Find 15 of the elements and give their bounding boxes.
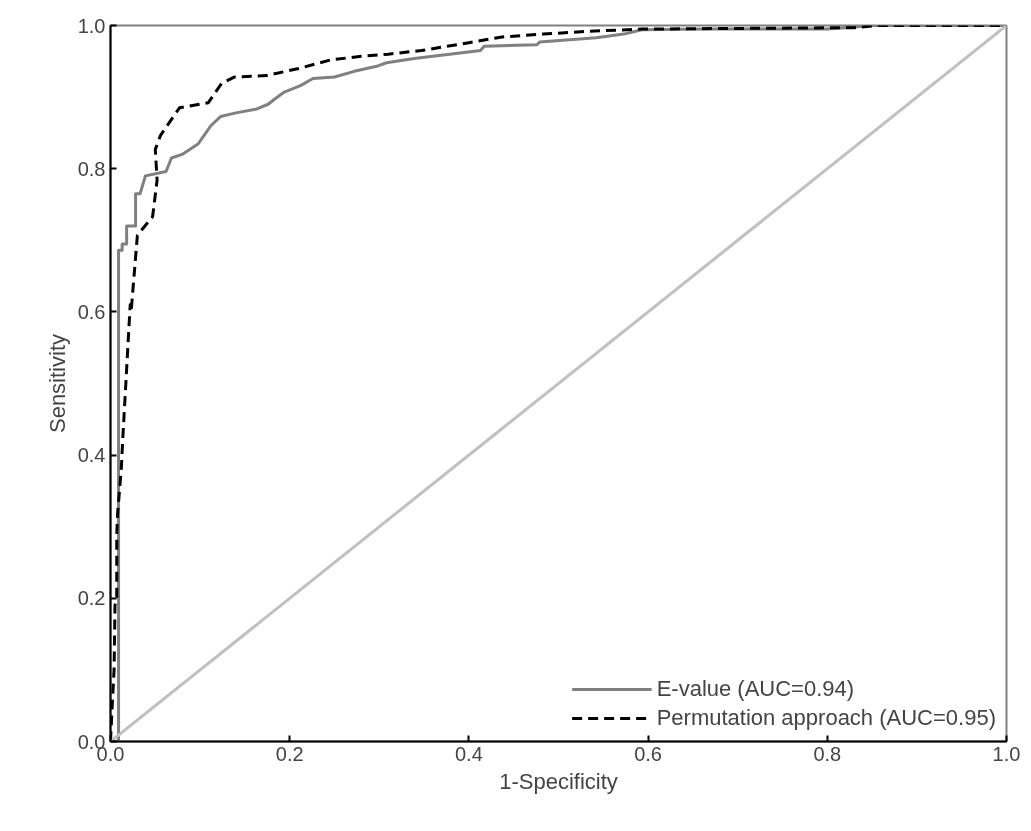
x-axis-title: 1-Specificity [499, 768, 618, 794]
x-tick-label: 1.0 [992, 742, 1021, 765]
x-tick-label: 0.4 [455, 742, 483, 765]
y-tick-label: 1.0 [77, 14, 106, 37]
x-tick-label: 0.8 [813, 742, 842, 765]
y-axis-title: Sensitivity [44, 333, 70, 434]
legend-label: E-value (AUC=0.94) [656, 676, 855, 702]
y-tick-label: 0.2 [77, 587, 106, 610]
line-series [110, 25, 1007, 742]
y-tick-label: 0.8 [77, 157, 106, 180]
x-tick-label: 0.2 [275, 742, 304, 765]
y-tick-label: 0.4 [77, 444, 106, 467]
legend-label: Permutation approach (AUC=0.95) [656, 705, 996, 731]
x-tick-label: 0.6 [634, 742, 663, 765]
y-tick-label: 0.6 [77, 300, 106, 323]
